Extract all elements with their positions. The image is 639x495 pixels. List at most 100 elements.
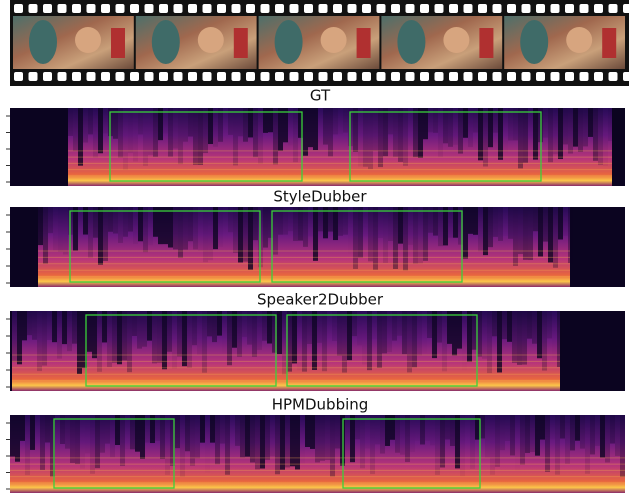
- spectrogram-column: [543, 108, 548, 138]
- spectrogram-column: [548, 207, 553, 263]
- spectrogram-column: [163, 108, 168, 134]
- spectrogram-column: [17, 311, 22, 365]
- spectrogram-column: [368, 108, 373, 170]
- spectrogram-column: [133, 108, 138, 162]
- spectrogram-column: [73, 207, 78, 251]
- spectrogram-column: [15, 415, 20, 462]
- spectrogram-column: [253, 108, 258, 158]
- spectrogram-column: [153, 108, 158, 157]
- spectrogram-column: [595, 415, 600, 446]
- spectrogram-column: [375, 415, 380, 445]
- spectrogram-column: [373, 108, 378, 151]
- sprocket: [72, 4, 81, 13]
- spectrogram-column: [128, 207, 133, 232]
- character: [233, 28, 248, 58]
- spectrogram-column: [405, 415, 410, 463]
- sprocket: [623, 72, 632, 81]
- spectrogram-column: [303, 207, 308, 247]
- spectrogram-energy: [38, 207, 570, 287]
- sprocket: [231, 4, 241, 13]
- spectrogram-column: [358, 108, 363, 167]
- spectrogram-column: [90, 415, 95, 474]
- spectrogram-column: [237, 311, 242, 357]
- sprocket: [463, 72, 473, 81]
- spectrogram-column: [48, 207, 53, 234]
- sprocket: [318, 4, 328, 13]
- character: [197, 27, 224, 53]
- sprocket: [376, 4, 386, 13]
- spectrogram-column: [588, 108, 593, 137]
- spectrogram-column: [508, 207, 513, 239]
- sprocket: [391, 72, 400, 81]
- spectrogram-column: [433, 207, 438, 236]
- spectrogram-column: [92, 311, 97, 359]
- spectrogram-column: [20, 415, 25, 441]
- spectrogram-column: [228, 207, 233, 233]
- panel-label: GT: [310, 87, 331, 105]
- spectrogram-column: [273, 207, 278, 255]
- sprocket: [101, 72, 110, 81]
- spectrogram-column: [365, 415, 370, 449]
- sprocket: [188, 72, 197, 81]
- spectrogram-column: [57, 311, 62, 359]
- sprocket: [434, 4, 444, 13]
- spectrogram-column: [193, 108, 198, 165]
- spectrogram-column: [370, 415, 375, 475]
- spectrogram-column: [568, 207, 573, 264]
- spectrogram-column: [558, 207, 563, 240]
- spectrogram-column: [282, 311, 287, 375]
- spectrogram-column: [545, 415, 550, 472]
- spectrogram-column: [555, 415, 560, 475]
- spectrogram-column: [277, 311, 282, 355]
- spectrogram-column: [123, 207, 128, 237]
- character: [602, 28, 617, 58]
- spectrogram-column: [112, 311, 117, 363]
- spectrogram-column: [558, 108, 563, 160]
- spectrogram-column: [443, 108, 448, 144]
- sprocket: [246, 72, 255, 81]
- sprocket: [231, 72, 241, 81]
- spectrogram-column: [538, 207, 543, 257]
- spectrogram-column: [593, 108, 598, 161]
- sprocket: [463, 4, 473, 13]
- spectrogram-column: [508, 108, 513, 141]
- spectrogram-column: [557, 311, 562, 368]
- spectrogram-column: [347, 311, 352, 361]
- spectrogram-column: [528, 207, 533, 261]
- spectrogram-column: [493, 207, 498, 237]
- spectrogram-column: [268, 108, 273, 133]
- sprocket: [405, 72, 415, 81]
- spectrogram-column: [360, 415, 365, 469]
- spectrogram-column: [333, 207, 338, 241]
- character: [75, 27, 101, 53]
- spectrogram-column: [388, 207, 393, 241]
- spectrogram-column: [435, 415, 440, 475]
- spectrogram-column: [530, 415, 535, 452]
- spectrogram-column: [322, 311, 327, 372]
- panel-label: HPMDubbing: [272, 396, 369, 414]
- spectrogram-column: [513, 207, 518, 266]
- spectrogram-column: [487, 311, 492, 374]
- spectrogram-column: [448, 108, 453, 147]
- spectrogram-column: [122, 311, 127, 361]
- spectrogram-column: [355, 415, 360, 440]
- spectrogram-column: [252, 311, 257, 357]
- spectrogram-column: [157, 311, 162, 363]
- sprocket: [246, 4, 255, 13]
- sprocket: [260, 72, 270, 81]
- spectrogram-column: [357, 311, 362, 346]
- spectrogram-column: [498, 207, 503, 241]
- sprocket: [521, 72, 531, 81]
- spectrogram-column: [583, 108, 588, 147]
- spectrogram-column: [120, 415, 125, 467]
- spectrogram-column: [382, 311, 387, 354]
- spectrogram-column: [403, 207, 408, 271]
- spectrogram-column: [207, 311, 212, 337]
- highlight-box: [53, 418, 175, 489]
- spectrogram-column: [507, 311, 512, 342]
- spectrogram-column: [220, 415, 225, 444]
- sprocket: [478, 4, 487, 13]
- spectrogram-column: [320, 415, 325, 461]
- spectrogram-column: [413, 207, 418, 264]
- spectrogram-column: [197, 311, 202, 355]
